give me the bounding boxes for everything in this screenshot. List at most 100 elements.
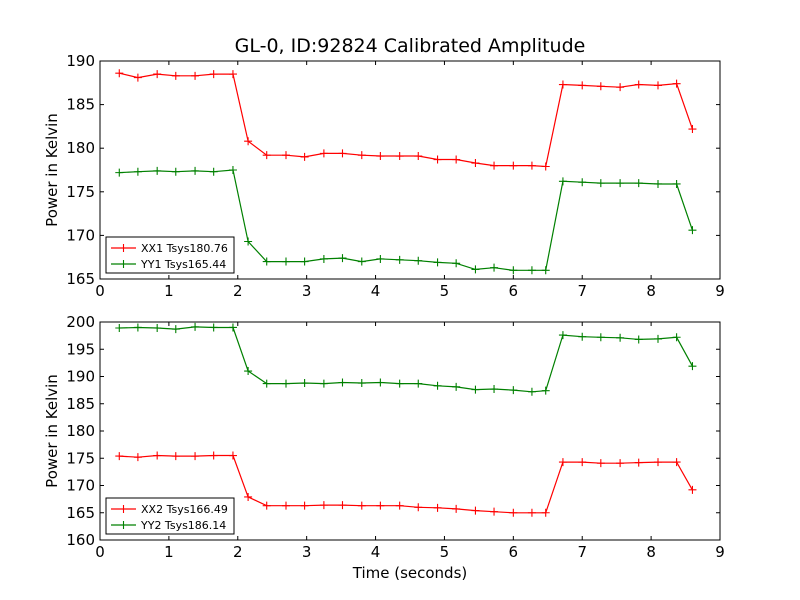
y-tick-label: 175	[66, 183, 95, 201]
data-point	[115, 69, 124, 78]
data-point	[558, 177, 567, 186]
bottom-panel: 0 1 2 3 4 5 6 7 8 9 160 165 170 175 180 185 190 195 200 Pow…	[43, 313, 725, 561]
data-point	[414, 503, 423, 512]
y-tick-label: 180	[66, 139, 95, 157]
y-tick-label: 165	[66, 270, 95, 288]
data-point	[541, 266, 550, 275]
data-point	[228, 323, 237, 332]
data-point	[541, 508, 550, 517]
data-point	[578, 332, 587, 341]
data-point	[509, 386, 518, 395]
data-point	[153, 323, 162, 332]
data-point	[191, 452, 200, 461]
data-point	[209, 323, 218, 332]
data-point	[616, 179, 625, 188]
data-point	[395, 501, 404, 510]
data-point	[471, 265, 480, 274]
x-tick-label: 5	[440, 543, 450, 561]
data-point	[471, 506, 480, 515]
data-point	[596, 459, 605, 468]
y-tick-label: 175	[66, 449, 95, 467]
data-point	[395, 255, 404, 264]
y-tick-label: 190	[66, 368, 95, 386]
x-tick-label: 0	[95, 543, 105, 561]
data-point	[357, 379, 366, 388]
data-point	[452, 259, 461, 268]
data-point	[115, 323, 124, 332]
data-point	[490, 263, 499, 272]
data-point	[654, 81, 662, 90]
x-tick-label: 1	[164, 543, 174, 561]
data-point	[471, 385, 480, 394]
data-point	[171, 167, 180, 176]
legend: XX2 Tsys166.49 YY2 Tsys186.14	[105, 497, 235, 535]
y-axis-label: Power in Kelvin	[43, 374, 61, 488]
data-point	[282, 379, 290, 388]
data-point	[433, 258, 442, 267]
data-point	[191, 166, 200, 175]
data-point	[414, 256, 423, 265]
y-tick-label: 170	[66, 477, 95, 495]
data-point	[171, 325, 180, 334]
data-point	[319, 149, 328, 158]
data-point	[509, 161, 518, 170]
data-point	[209, 451, 218, 460]
data-point	[300, 501, 309, 510]
top-panel: 0 1 2 3 4 5 6 7 8 9 165 170 175 180 185 190 Power in Kel…	[43, 52, 725, 300]
data-point	[153, 166, 162, 175]
data-point	[616, 333, 625, 342]
data-point	[527, 387, 536, 396]
x-tick-label: 2	[233, 282, 243, 300]
data-point	[300, 257, 309, 266]
data-point	[527, 508, 536, 517]
data-point	[357, 257, 366, 266]
data-point	[672, 79, 681, 88]
legend: XX1 Tsys180.76 YY1 Tsys165.44	[105, 236, 235, 274]
data-point	[282, 151, 290, 160]
x-tick-label: 6	[509, 282, 519, 300]
data-point	[634, 458, 643, 467]
data-point	[262, 151, 271, 160]
data-point	[578, 81, 587, 90]
data-point	[319, 254, 328, 263]
data-point	[262, 257, 271, 266]
legend-marker	[119, 244, 128, 252]
data-point	[509, 266, 518, 275]
data-point	[596, 333, 605, 342]
y-tick-label: 185	[66, 395, 95, 413]
data-point	[133, 167, 142, 176]
data-point	[672, 179, 681, 188]
y-tick-label: 180	[66, 422, 95, 440]
data-point	[228, 70, 237, 79]
data-point	[654, 334, 662, 343]
x-tick-label: 9	[715, 543, 725, 561]
x-tick-label: 2	[233, 543, 243, 561]
data-point	[115, 168, 124, 177]
y-tick-label: 160	[66, 531, 95, 549]
data-point	[209, 167, 218, 176]
data-point	[414, 152, 423, 161]
data-point	[558, 331, 567, 340]
x-tick-label: 9	[715, 282, 725, 300]
data-point	[509, 508, 518, 517]
plot-frame	[99, 60, 721, 280]
y-tick-label: 165	[66, 504, 95, 522]
chart-title: GL-0, ID:92824 Calibrated Amplitude	[235, 35, 586, 57]
data-point	[300, 379, 309, 388]
data-point	[558, 458, 567, 467]
data-point	[596, 179, 605, 188]
data-point	[171, 452, 180, 461]
data-point	[191, 322, 200, 331]
x-tick-label: 3	[302, 282, 312, 300]
data-point	[191, 71, 200, 80]
y-tick-label: 185	[66, 96, 95, 114]
y-axis-label: Power in Kelvin	[43, 113, 61, 227]
legend-marker	[119, 260, 128, 268]
data-point	[527, 266, 536, 275]
data-point	[688, 485, 697, 494]
data-point	[262, 501, 271, 510]
data-point	[357, 501, 366, 510]
data-point	[395, 379, 404, 388]
x-tick-label: 3	[302, 543, 312, 561]
x-tick-label: 8	[646, 282, 656, 300]
